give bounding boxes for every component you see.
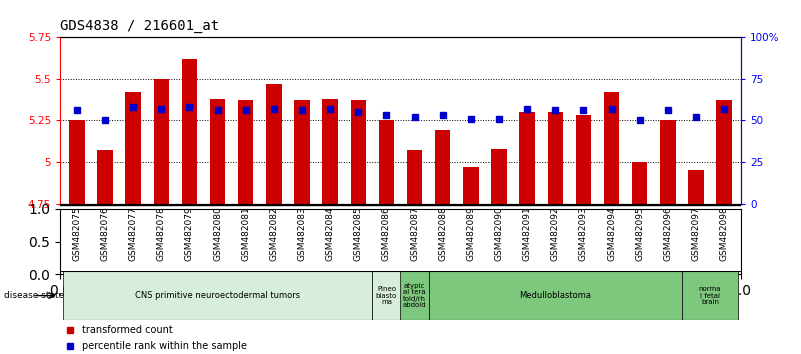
Text: GSM482081: GSM482081 [241, 207, 250, 261]
Bar [294, 101, 310, 204]
Text: GSM482088: GSM482088 [438, 207, 447, 261]
Text: GSM482092: GSM482092 [551, 207, 560, 261]
Bar [400, 271, 429, 320]
Bar [210, 99, 225, 204]
Text: percentile rank within the sample: percentile rank within the sample [82, 341, 247, 350]
Bar [519, 112, 535, 204]
Bar [323, 99, 338, 204]
Text: GSM482075: GSM482075 [72, 207, 82, 261]
Bar [682, 271, 738, 320]
Text: GSM482084: GSM482084 [326, 207, 335, 261]
Text: GDS4838 / 216601_at: GDS4838 / 216601_at [60, 19, 219, 34]
Text: transformed count: transformed count [82, 325, 172, 335]
Text: GSM482082: GSM482082 [269, 207, 279, 261]
Bar [154, 79, 169, 204]
Bar [407, 150, 422, 204]
Bar [429, 271, 682, 320]
Text: GSM482095: GSM482095 [635, 207, 644, 261]
Bar [688, 170, 703, 204]
Bar [126, 92, 141, 204]
Text: disease state: disease state [4, 291, 64, 300]
Bar [632, 162, 647, 204]
Bar [463, 167, 478, 204]
Text: GSM482097: GSM482097 [691, 207, 700, 261]
Text: GSM482089: GSM482089 [466, 207, 475, 261]
Bar [351, 101, 366, 204]
Bar [182, 59, 197, 204]
Bar [548, 112, 563, 204]
Text: GSM482077: GSM482077 [129, 207, 138, 261]
Bar [435, 130, 450, 204]
Text: GSM482093: GSM482093 [579, 207, 588, 261]
Text: GSM482085: GSM482085 [354, 207, 363, 261]
Text: GSM482083: GSM482083 [297, 207, 307, 261]
Text: GSM482098: GSM482098 [719, 207, 729, 261]
Bar [266, 84, 282, 204]
Bar [372, 271, 400, 320]
Bar [69, 120, 85, 204]
Text: GSM482091: GSM482091 [522, 207, 532, 261]
Text: GSM482090: GSM482090 [494, 207, 504, 261]
Text: GSM482096: GSM482096 [663, 207, 672, 261]
Text: Medulloblastoma: Medulloblastoma [519, 291, 591, 300]
Bar [238, 101, 253, 204]
Bar [63, 271, 372, 320]
Text: CNS primitive neuroectodermal tumors: CNS primitive neuroectodermal tumors [135, 291, 300, 300]
Text: GSM482080: GSM482080 [213, 207, 222, 261]
Text: Pineo
blasto
ma: Pineo blasto ma [376, 286, 397, 305]
Text: GSM482087: GSM482087 [410, 207, 419, 261]
Text: GSM482079: GSM482079 [185, 207, 194, 261]
Bar [576, 115, 591, 204]
Text: atypic
al tera
toid/rh
abdoid: atypic al tera toid/rh abdoid [403, 283, 426, 308]
Bar [491, 149, 507, 204]
Text: GSM482078: GSM482078 [157, 207, 166, 261]
Text: GSM482076: GSM482076 [101, 207, 110, 261]
Bar [716, 101, 732, 204]
Text: GSM482094: GSM482094 [607, 207, 616, 261]
Bar [660, 120, 675, 204]
Text: GSM482086: GSM482086 [382, 207, 391, 261]
Bar [379, 120, 394, 204]
Bar [604, 92, 619, 204]
Bar [98, 150, 113, 204]
Text: norma
l fetal
brain: norma l fetal brain [698, 286, 721, 305]
